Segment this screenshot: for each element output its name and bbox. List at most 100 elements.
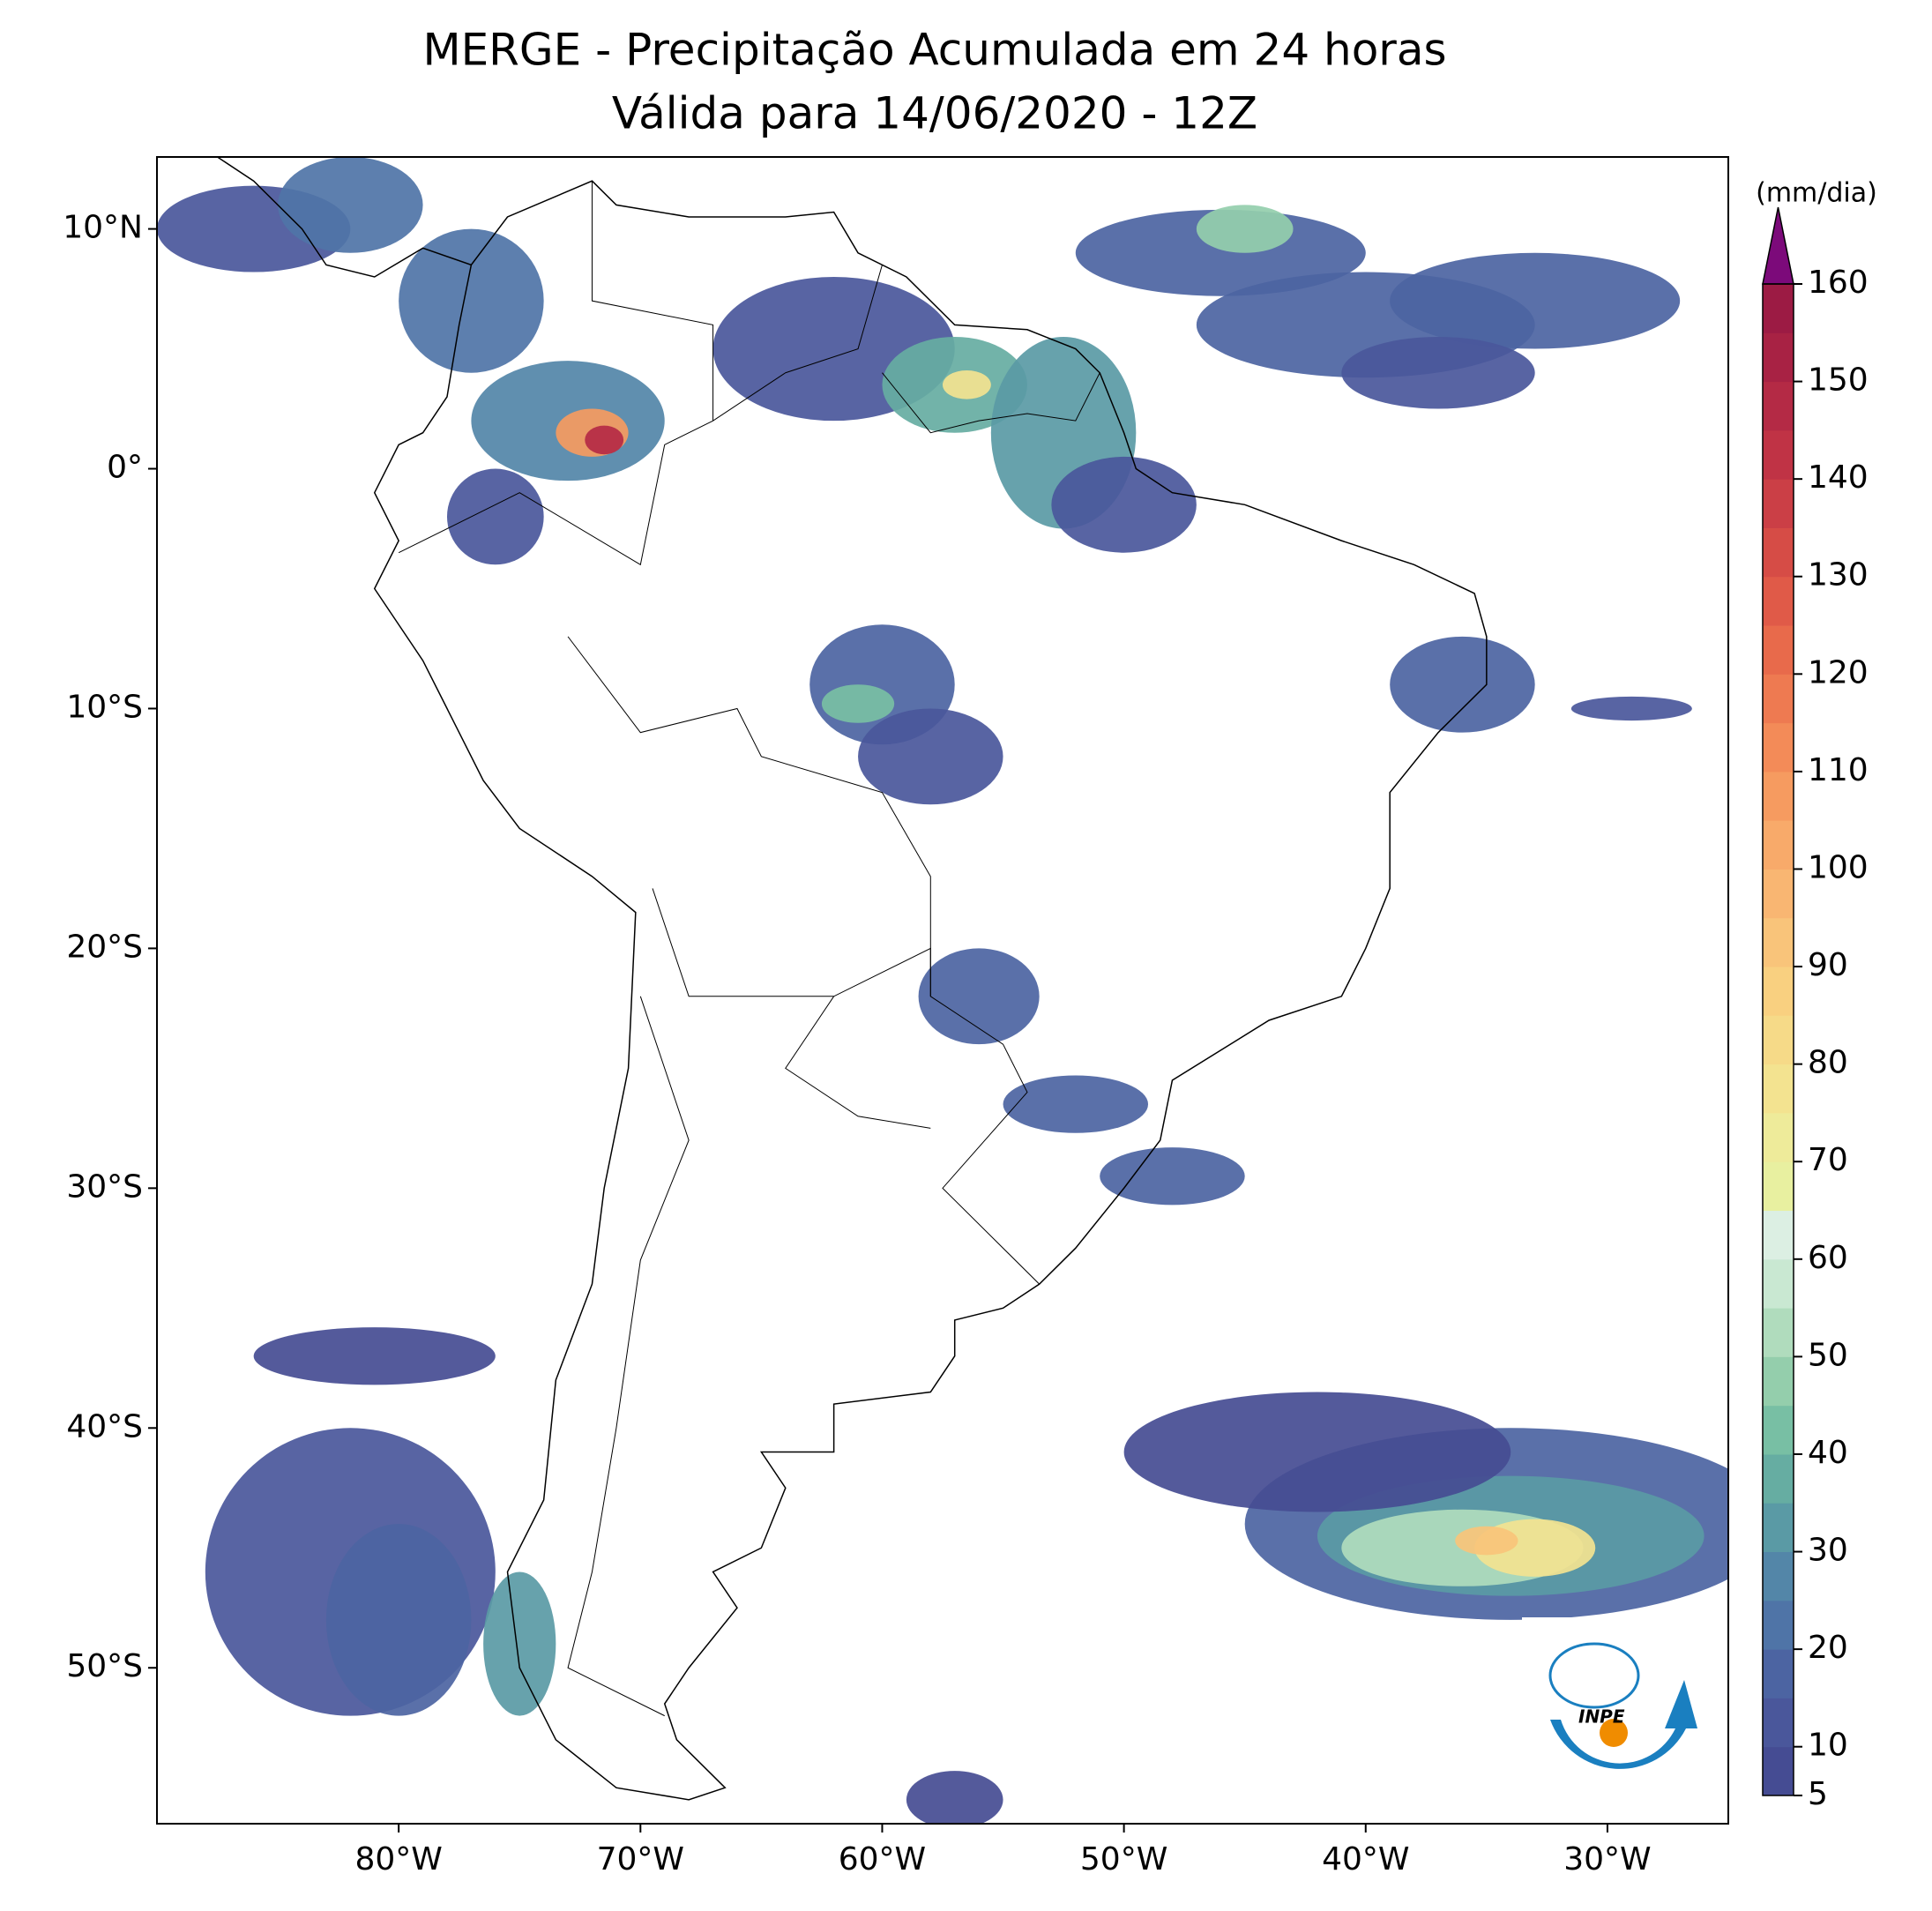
precip-area	[1570, 696, 1692, 721]
colorbar-band	[1763, 1015, 1794, 1065]
colorbar-band	[1763, 1600, 1794, 1650]
precip-area	[1003, 1075, 1149, 1133]
y-tick-label: 50°S	[66, 1648, 143, 1684]
y-tick-label: 10°N	[63, 210, 143, 246]
colorbar-band	[1763, 381, 1794, 431]
colorbar-band	[1763, 1210, 1794, 1260]
colorbar-tick-label: 100	[1808, 849, 1869, 885]
colorbar-tick-label: 80	[1808, 1045, 1848, 1081]
precip-area	[1100, 1147, 1245, 1206]
precip-area	[585, 425, 624, 455]
colorbar-tick-label: 40	[1808, 1435, 1848, 1471]
border	[567, 636, 1041, 1285]
precip-area	[821, 684, 895, 723]
x-tick-label: 30°W	[1563, 1841, 1651, 1877]
x-tick-label: 80°W	[354, 1841, 442, 1877]
colorbar-band	[1763, 674, 1794, 724]
y-tick-label: 40°S	[66, 1408, 143, 1444]
colorbar-tick-label: 60	[1808, 1240, 1848, 1276]
colorbar-label: (mm/dia)	[1756, 178, 1877, 209]
coastline	[215, 157, 1488, 1801]
colorbar-tick-label: 5	[1808, 1776, 1828, 1812]
precip-area	[1390, 636, 1535, 733]
border	[591, 181, 714, 422]
precip-area	[1341, 336, 1535, 409]
precip-area	[1051, 456, 1197, 553]
colorbar-tick-label: 160	[1808, 265, 1869, 301]
y-tick-label: 30°S	[66, 1168, 143, 1205]
colorbar-band	[1763, 527, 1794, 578]
x-tick-label: 50°W	[1080, 1841, 1167, 1877]
precip-area	[943, 370, 991, 399]
colorbar-tick-label: 20	[1808, 1630, 1848, 1666]
border	[882, 372, 1100, 434]
border	[785, 996, 931, 1129]
border	[652, 888, 931, 997]
title: MERGE - Precipitação Acumulada em 24 hor…	[422, 25, 1446, 76]
precip-area	[399, 228, 544, 373]
precip-area	[1390, 252, 1681, 349]
y-tick-label: 0°	[107, 450, 143, 486]
precip-area	[858, 708, 1003, 805]
colorbar-band	[1763, 771, 1794, 821]
colorbar-band	[1763, 869, 1794, 919]
colorbar-band	[1763, 1453, 1794, 1504]
colorbar-band	[1763, 967, 1794, 1016]
colorbar-band	[1763, 1356, 1794, 1407]
logo-orbit	[1548, 1642, 1640, 1709]
precip-area	[1196, 205, 1294, 253]
colorbar-tick-label: 30	[1808, 1533, 1848, 1569]
colorbar-tick-label: 150	[1808, 362, 1869, 399]
colorbar-tick-label: 10	[1808, 1728, 1848, 1764]
colorbar-band	[1763, 576, 1794, 626]
colorbar-band	[1763, 332, 1794, 383]
colorbar-band	[1763, 1112, 1794, 1162]
precip-area	[1075, 209, 1366, 296]
colorbar-band	[1763, 722, 1794, 773]
precip-area	[446, 468, 544, 565]
border	[567, 996, 690, 1717]
x-tick-label: 70°W	[597, 1841, 684, 1877]
colorbar-band	[1763, 479, 1794, 528]
precip-area	[483, 1571, 556, 1716]
precip-area	[918, 948, 1040, 1045]
colorbar-extend	[1762, 206, 1794, 285]
colorbar-band	[1763, 1308, 1794, 1357]
precip-area	[1123, 1392, 1511, 1512]
colorbar-tick-label: 50	[1808, 1337, 1848, 1373]
map-area	[157, 157, 1728, 1824]
colorbar-band	[1763, 1161, 1794, 1212]
colorbar-band	[1763, 1698, 1794, 1748]
precip-area	[253, 1327, 496, 1385]
colorbar-band	[1763, 625, 1794, 675]
colorbar-band	[1763, 1551, 1794, 1601]
colorbar-tick-label: 130	[1808, 557, 1869, 593]
map-frame	[156, 156, 1729, 1825]
precip-area	[1455, 1526, 1518, 1556]
border	[398, 265, 883, 566]
x-tick-label: 60°W	[839, 1841, 926, 1877]
colorbar-tick-label: 140	[1808, 459, 1869, 496]
colorbar-band	[1763, 820, 1794, 870]
colorbar-band	[1763, 429, 1794, 480]
colorbar-band	[1763, 917, 1794, 967]
x-tick-label: 40°W	[1322, 1841, 1409, 1877]
colorbar-tick-label: 90	[1808, 947, 1848, 983]
y-tick-label: 10°S	[66, 689, 143, 725]
colorbar-frame	[1762, 283, 1794, 1796]
precip-area	[325, 1524, 472, 1716]
colorbar-band	[1763, 1746, 1794, 1796]
colorbar-band	[1763, 284, 1794, 333]
colorbar-band	[1763, 1258, 1794, 1309]
logo-sun	[1600, 1719, 1628, 1747]
y-tick-label: 20°S	[66, 929, 143, 965]
precip-area	[278, 157, 423, 253]
colorbar-tick-label: 120	[1808, 654, 1869, 690]
colorbar-tick-label: 70	[1808, 1142, 1848, 1178]
subtitle: Válida para 14/06/2020 - 12Z	[612, 88, 1257, 139]
colorbar-band	[1763, 1405, 1794, 1455]
inpe-logo: INPE	[1522, 1617, 1711, 1803]
colorbar-band	[1763, 1503, 1794, 1553]
precip-area	[906, 1771, 1003, 1824]
logo-swoosh	[1550, 1680, 1697, 1769]
